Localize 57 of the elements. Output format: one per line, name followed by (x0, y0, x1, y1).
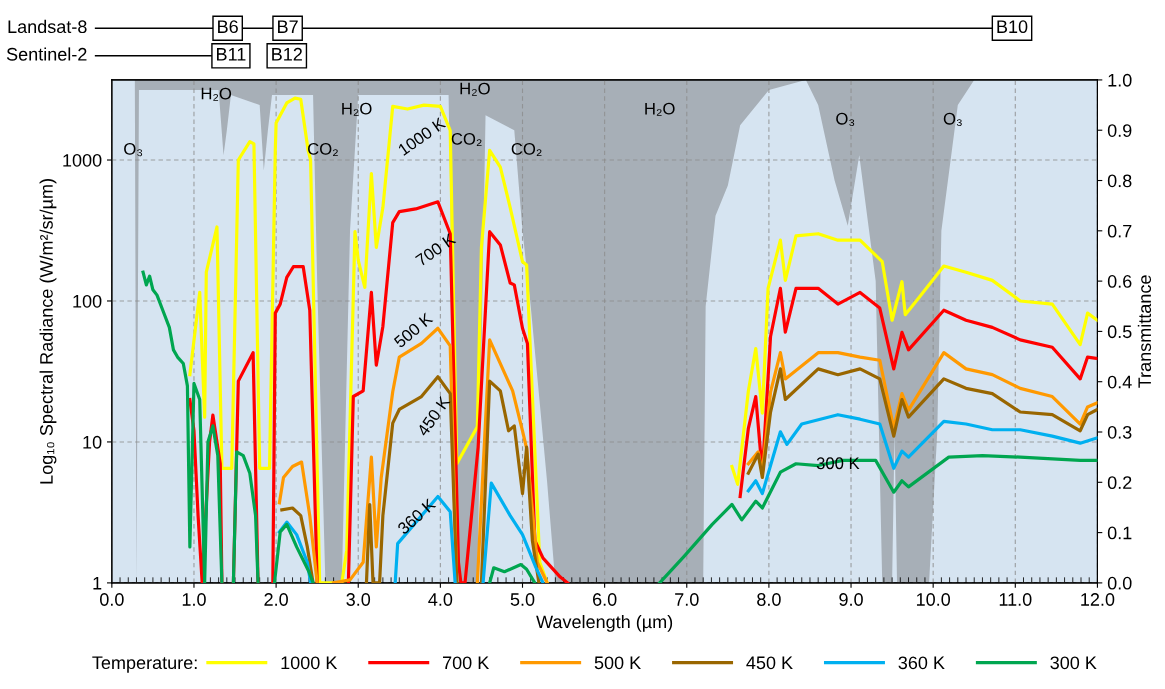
annotation: O₃ (124, 143, 143, 157)
annotation: H₂O (342, 102, 372, 116)
y-tick-label: 1000 (63, 153, 102, 167)
x-tick-label: 11.0 (999, 593, 1032, 606)
text: B7 (278, 20, 298, 33)
text: B6 (218, 20, 238, 34)
legend-label: 360 K (898, 656, 945, 670)
annotation: 450 K (416, 395, 451, 437)
y2-tick-label: 1.0 (1108, 73, 1132, 87)
annotation: 360 K (396, 497, 437, 535)
y2-tick-label: 0.6 (1107, 275, 1132, 288)
x-tick-label: 10.0 (916, 593, 951, 606)
x-tick-label: 0.0 (100, 593, 124, 606)
legend-label: 1000 K (281, 656, 338, 670)
x-tick-label: 5.0 (510, 593, 535, 606)
x-tick-label: 12.0 (1081, 593, 1115, 606)
legend-label: 300 K (1050, 656, 1097, 670)
annotation: 500 K (393, 311, 434, 349)
y-tick-label: 1 (93, 577, 102, 590)
text: B11 (217, 48, 246, 61)
text: Landsat-8 (8, 19, 87, 34)
y-axis-title: Log₁₀ Spectral Radiance (W/m²/sr/µm) (39, 179, 57, 484)
legend-label: 700 K (443, 656, 490, 670)
legend-label: 450 K (746, 656, 793, 670)
annotation: CO₂ (511, 143, 542, 157)
text: Sentinel-2 (6, 47, 87, 61)
y2-tick-label: 0.2 (1107, 476, 1132, 490)
y2-axis-title: Transmittance (1137, 275, 1152, 388)
y2-tick-label: 0.4 (1107, 375, 1132, 389)
x-tick-label: 7.0 (675, 593, 699, 606)
x-axis-title: Wavelength (µm) (536, 615, 673, 632)
legend-label: 500 K (594, 656, 641, 670)
y2-tick-label: 0.5 (1107, 325, 1132, 339)
x-tick-label: 3.0 (346, 593, 371, 606)
text: B12 (272, 47, 302, 61)
legend-title: Temperature: (92, 656, 197, 673)
annotation: H₂O (645, 102, 675, 116)
y2-tick-label: 0.9 (1107, 124, 1132, 137)
y-tick-label: 100 (73, 294, 102, 308)
x-tick-label: 8.0 (757, 593, 781, 606)
x-tick-label: 6.0 (593, 593, 617, 606)
annotation: O₃ (943, 112, 962, 126)
text: B10 (997, 20, 1028, 34)
y2-tick-label: 0.7 (1107, 224, 1132, 238)
annotation: H₂O (460, 82, 490, 96)
x-tick-label: 1.0 (182, 593, 206, 606)
x-tick-label: 2.0 (264, 593, 288, 606)
y2-tick-label: 0.0 (1107, 576, 1132, 590)
annotation: H₂O (201, 87, 232, 101)
y2-tick-label: 0.8 (1107, 174, 1132, 188)
x-tick-label: 4.0 (428, 593, 453, 606)
y2-tick-label: 0.1 (1107, 526, 1132, 540)
y2-tick-label: 0.3 (1107, 425, 1132, 439)
x-tick-label: 9.0 (839, 593, 863, 606)
annotation: O₃ (836, 112, 855, 126)
annotation: 700 K (414, 232, 457, 267)
y-tick-label: 10 (83, 435, 102, 449)
